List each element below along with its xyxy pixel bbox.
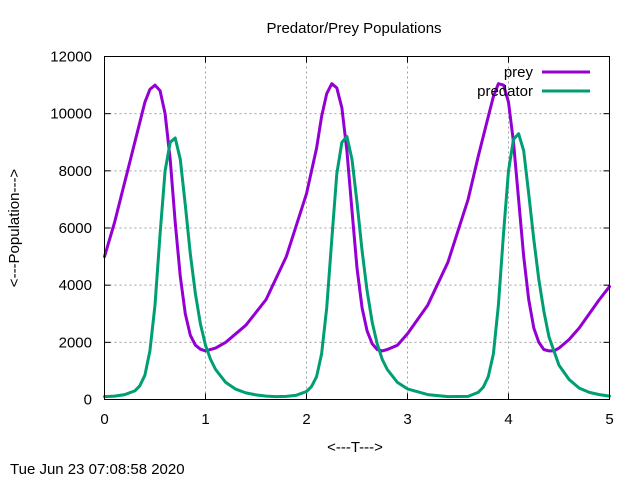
y-tick-label: 0 [84,392,92,409]
y-axis-label: <---Population---> [6,169,23,288]
axis-tick-labels: 0 1 2 3 4 5 0 2000 4000 6000 8000 10000 12000 [50,49,613,429]
x-tick-label: 2 [302,411,310,428]
y-tick-label: 4000 [59,277,92,294]
timestamp: Tue Jun 23 07:08:58 2020 [10,461,185,478]
chart-title: Predator/Prey Populations [266,20,441,37]
x-axis-label: <---T---> [327,439,383,456]
x-tick-label: 5 [605,411,613,428]
series-line-prey [103,82,611,353]
x-tick-label: 3 [403,411,411,428]
legend: prey predator [477,64,590,100]
series-line-predator [103,132,611,399]
legend-label-prey: prey [504,64,534,81]
y-tick-label: 12000 [50,49,92,66]
y-tick-label: 2000 [59,334,92,351]
series-lines [103,82,611,399]
x-tick-label: 0 [100,411,108,428]
y-tick-label: 8000 [59,163,92,180]
x-tick-label: 1 [201,411,209,428]
y-tick-label: 10000 [50,106,92,123]
y-tick-label: 6000 [59,220,92,237]
x-tick-label: 4 [504,411,512,428]
axis-ticks [104,56,610,400]
legend-label-predator: predator [477,83,533,100]
